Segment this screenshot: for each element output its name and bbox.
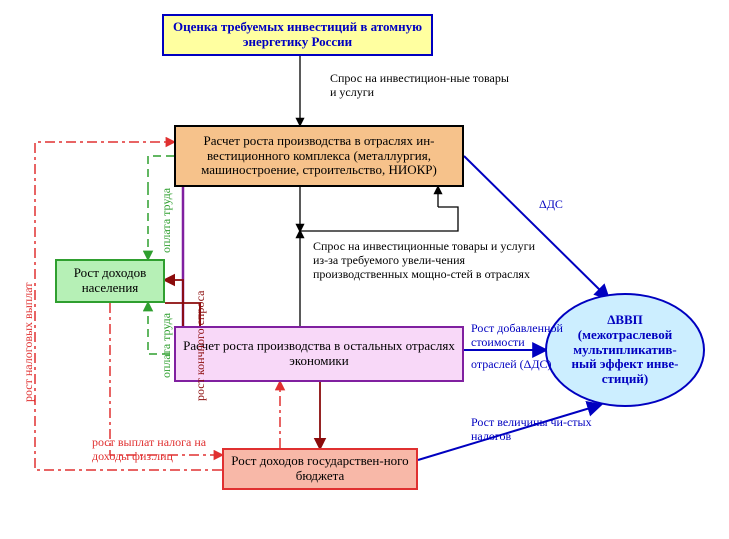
label-dds: ΔДС [539, 198, 599, 212]
node-income: Рост доходов населения [55, 259, 165, 303]
node-top-text: Оценка требуемых инвестиций в атомную эн… [170, 20, 425, 50]
label-payroll-1: оплата труда [160, 188, 174, 253]
node-invest: Расчет роста производства в отраслях ин-… [174, 125, 464, 187]
label-net-taxes: Рост величины чи-стых налогов [471, 416, 601, 444]
label-payroll-2: оплата труда [160, 313, 174, 378]
node-budget-text: Рост доходов государствен-ного бюджета [230, 454, 410, 484]
node-other-text: Расчет роста производства в остальных от… [182, 339, 456, 369]
node-invest-text: Расчет роста производства в отраслях ин-… [182, 134, 456, 179]
node-income-text: Рост доходов населения [63, 266, 157, 296]
node-top: Оценка требуемых инвестиций в атомную эн… [162, 14, 433, 56]
label-final-demand: рост кончного спроса [194, 291, 208, 401]
label-tax-outflow: рост налоговых выплат [22, 283, 36, 402]
label-tax-payments: рост выплат налога на доходы физ.лиц [92, 436, 232, 464]
label-demand2: Спрос на инвестиционные товары и услуги … [313, 240, 543, 281]
node-gdp: ΔВВП (межотраслевой мультипликатив-ный э… [545, 293, 705, 407]
node-budget: Рост доходов государствен-ного бюджета [222, 448, 418, 490]
node-other: Расчет роста производства в остальных от… [174, 326, 464, 382]
label-added-value-2: отраслей (ΔДС) [471, 358, 591, 372]
label-added-value: Рост добавленной стоимости [471, 322, 591, 350]
label-demand1: Спрос на инвестицион-ные товары и услуги [330, 72, 510, 100]
